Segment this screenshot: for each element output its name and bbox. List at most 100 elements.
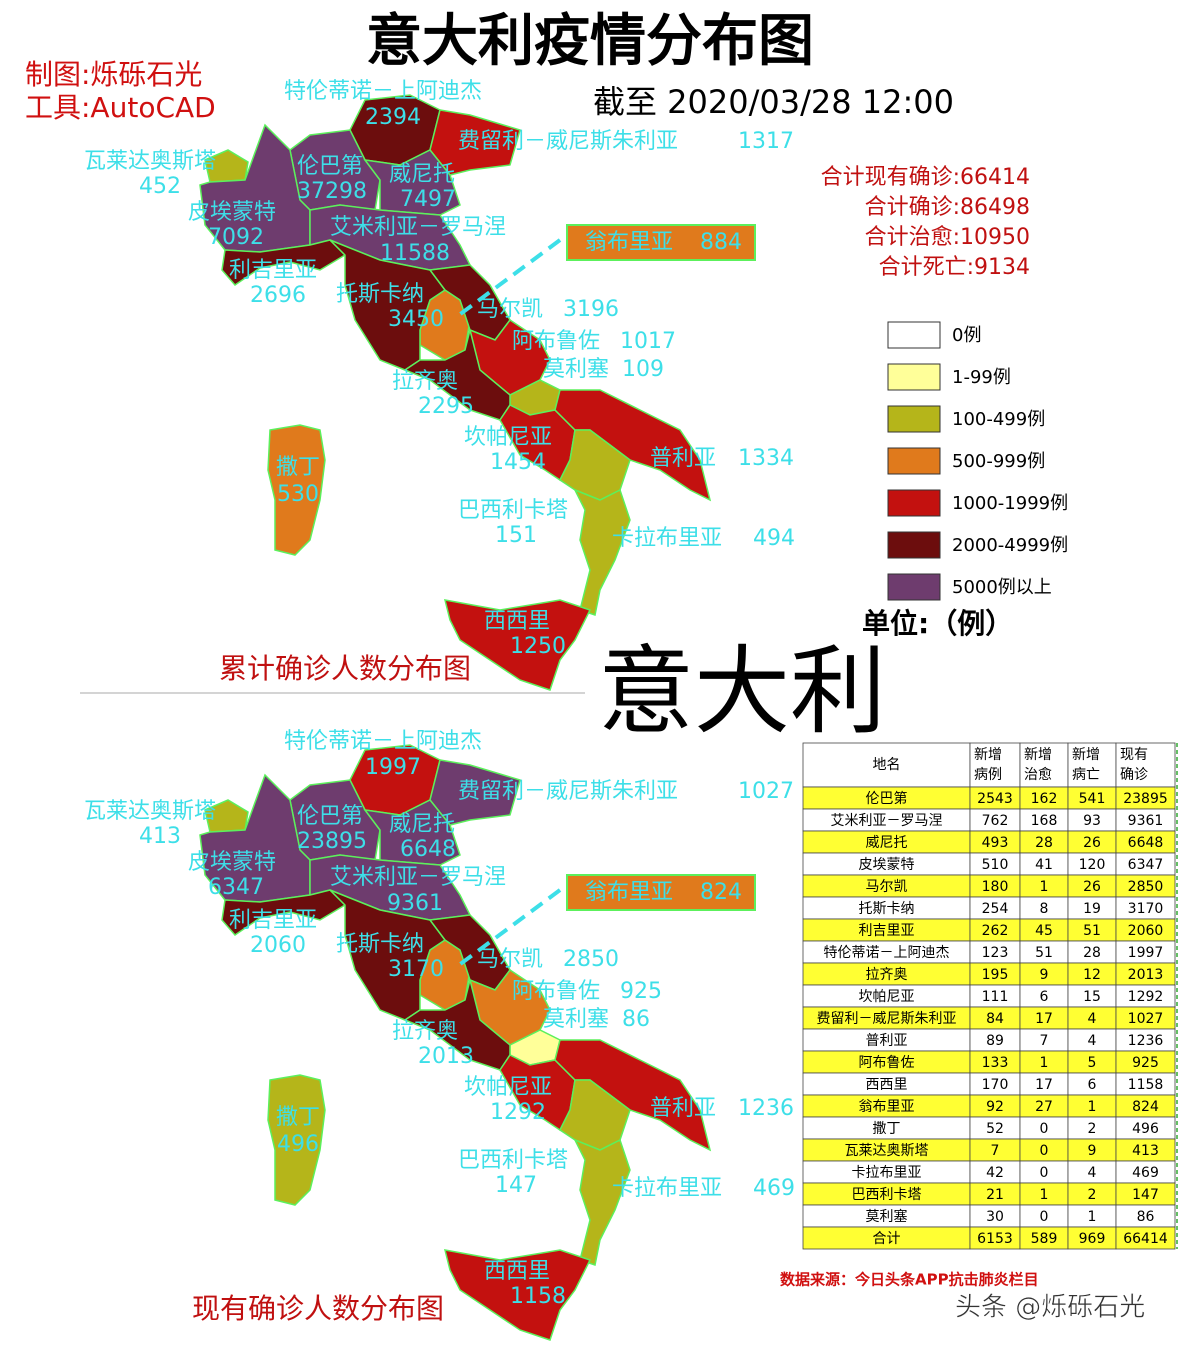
cell-text: 170 (982, 1077, 1009, 1093)
cell-text: 0 (1040, 1209, 1049, 1225)
cell-text: 51 (1035, 945, 1053, 961)
region-name: 费留利－威尼斯朱利亚 (458, 779, 678, 804)
region-value: 2850 (563, 947, 619, 972)
cell-text: 262 (982, 923, 1009, 939)
region-value: 1027 (738, 779, 794, 804)
cell-text: 6153 (977, 1231, 1013, 1247)
region (199, 123, 311, 253)
cell-text: 510 (982, 857, 1009, 873)
region (267, 424, 326, 556)
cell-text: 133 (982, 1055, 1009, 1071)
cell-text: 马尔凯 (866, 879, 908, 895)
region-value: 1317 (738, 129, 794, 154)
region-name: 费留利－威尼斯朱利亚 (458, 129, 678, 154)
cell-text: 541 (1079, 791, 1106, 807)
region-name: 马尔凯 (477, 947, 543, 972)
cell-text: 66414 (1123, 1231, 1168, 1247)
callout-box (566, 874, 756, 911)
cell-text: 1 (1040, 879, 1049, 895)
watermark: 头条 @烁砾石光 (955, 1293, 1145, 1323)
region-name: 皮埃蒙特 (188, 850, 276, 875)
region-value: 1334 (738, 446, 794, 471)
cell-text: 2543 (977, 791, 1013, 807)
cell-text: 8 (1040, 901, 1049, 917)
total: 合计治愈:10950 (865, 225, 1030, 250)
region-value: 37298 (297, 179, 367, 204)
cell-text: 589 (1031, 1231, 1058, 1247)
total: 合计确诊:86498 (865, 195, 1030, 220)
cell-text: 0 (1040, 1165, 1049, 1181)
region-name: 拉齐奥 (392, 369, 458, 394)
cell-text: 26 (1083, 835, 1101, 851)
region (221, 889, 347, 936)
region-value: 2394 (365, 105, 421, 130)
cell-text: 坎帕尼亚 (859, 989, 915, 1005)
map-caption: 现有确诊人数分布图 (192, 1292, 444, 1325)
region-name: 托斯卡纳 (336, 932, 424, 957)
cell-text: 147 (1132, 1187, 1159, 1203)
region-name: 威尼托 (389, 812, 455, 837)
region-value: 23895 (297, 829, 367, 854)
region-name: 普利亚 (650, 446, 716, 471)
cell-text: 42 (986, 1165, 1004, 1181)
legend-swatch (887, 321, 941, 349)
region-value: 2060 (250, 933, 306, 958)
region-name: 威尼托 (389, 162, 455, 187)
header-text: 地名 (873, 757, 901, 773)
cell-text: 19 (1083, 901, 1101, 917)
region-value: 1250 (510, 634, 566, 659)
region-value: 494 (753, 526, 795, 551)
cell-text: 拉齐奥 (866, 966, 908, 983)
cell-text: 969 (1079, 1231, 1106, 1247)
region-name: 拉齐奥 (392, 1019, 458, 1044)
region-value: 2696 (250, 283, 306, 308)
cell-text: 51 (1083, 923, 1101, 939)
region (443, 1249, 592, 1341)
region-name: 伦巴第 (297, 154, 363, 179)
region-name: 卡拉布里亚 (612, 1176, 722, 1201)
cell-text: 162 (1031, 791, 1058, 807)
cell-text: 0 (1040, 1143, 1049, 1159)
cell-text: 413 (1132, 1143, 1159, 1159)
region (443, 599, 592, 691)
cell-text: 195 (982, 967, 1009, 983)
cell-text: 西西里 (866, 1077, 908, 1093)
cell-text: 4 (1088, 1011, 1097, 1027)
credit: 工具:AutoCAD (25, 91, 216, 124)
header-text: 新增治愈 (1024, 747, 1052, 783)
cell-text: 86 (1137, 1209, 1155, 1225)
title: 意大利疫情分布图 (366, 9, 814, 74)
region-value: 1997 (365, 755, 421, 780)
region-value: 86 (622, 1007, 650, 1032)
cell-text: 17 (1035, 1077, 1053, 1093)
region-name: 卡拉布里亚 (612, 526, 722, 551)
region-value: 925 (620, 979, 662, 1004)
region (363, 149, 461, 216)
cell-text: 925 (1132, 1055, 1159, 1071)
region (267, 1074, 326, 1206)
region-name: 艾米利亚－罗马涅 (330, 865, 506, 890)
cell-text: 费留利－威尼斯朱利亚 (817, 1011, 957, 1027)
region-name: 翁布里亚 (585, 880, 673, 905)
source: 数据来源：今日头条APP抗击肺炎栏目 (780, 1271, 1039, 1289)
header-text: 新增病例 (974, 747, 1002, 783)
region-value: 496 (277, 1132, 319, 1157)
region-name: 伦巴第 (297, 804, 363, 829)
cell-text: 12 (1083, 967, 1101, 983)
date: 截至 2020/03/28 12:00 (593, 83, 954, 121)
region-name: 艾米利亚－罗马涅 (330, 215, 506, 240)
cell-text: 52 (986, 1121, 1004, 1137)
cell-text: 伦巴第 (866, 790, 908, 807)
region-name: 托斯卡纳 (336, 282, 424, 307)
cell-text: 2013 (1128, 967, 1164, 983)
region-name: 利吉里亚 (229, 908, 317, 933)
cell-text: 2 (1088, 1187, 1097, 1203)
cell-text: 168 (1031, 813, 1058, 829)
cell-text: 6 (1088, 1077, 1097, 1093)
cell-text: 23895 (1123, 791, 1168, 807)
cell-text: 92 (986, 1099, 1004, 1115)
cell-text: 巴西利卡塔 (852, 1187, 922, 1203)
cell-text: 1236 (1128, 1033, 1164, 1049)
cell-text: 2060 (1128, 923, 1164, 939)
